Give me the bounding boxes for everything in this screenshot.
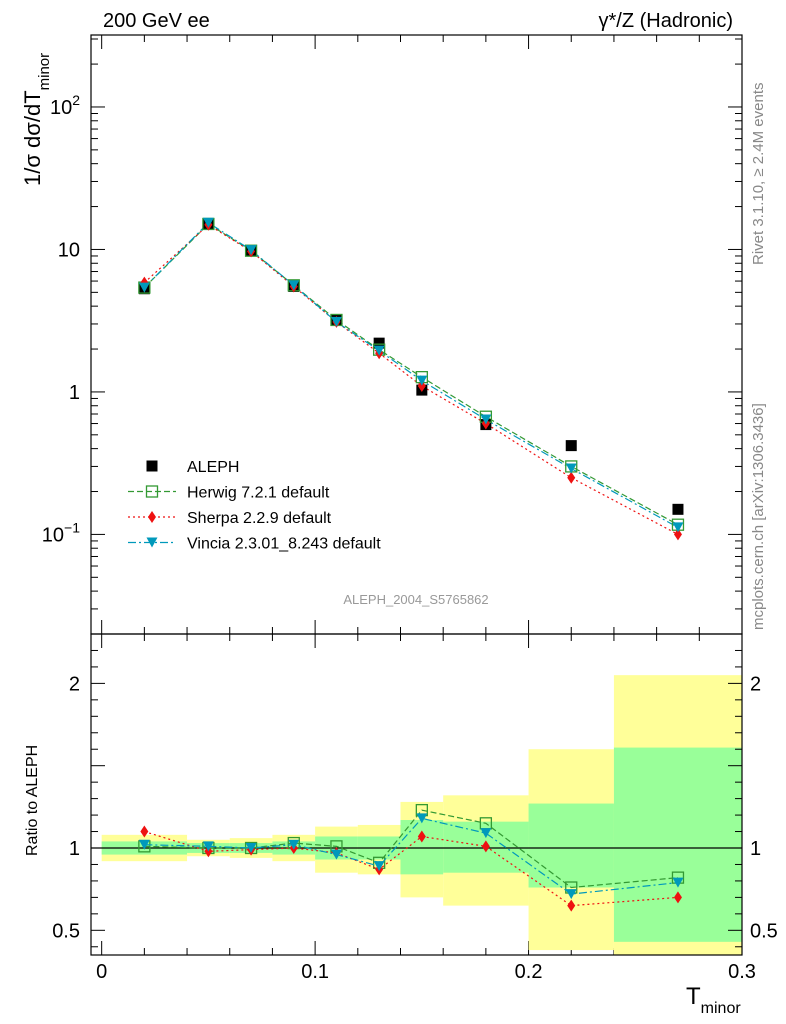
ratio-y-tick-label: 1 [69, 838, 80, 860]
vincia-point [288, 280, 300, 291]
aleph-point [672, 503, 684, 515]
ratio-y-tick-label-right: 1 [750, 838, 761, 860]
ratio-y-tick-label-right: 0.5 [750, 920, 778, 942]
vincia-ratio-point [138, 839, 150, 850]
x-tick-label: 0.2 [515, 961, 543, 983]
legend-vincia-label: Vincia 2.3.01_8.243 default [187, 536, 381, 553]
vincia-point [565, 463, 577, 474]
sherpa-ratio-point [567, 899, 576, 912]
vincia-point [202, 217, 214, 228]
header-right-title: γ*/Z (Hadronic) [599, 10, 733, 32]
vincia-point [330, 316, 342, 327]
stat-uncertainty-band [613, 747, 742, 942]
vincia-ratio-point [373, 861, 385, 872]
y-tick-label: 102 [50, 92, 80, 119]
sherpa-point [417, 380, 426, 393]
sherpa-line [143, 224, 679, 535]
aleph-point [373, 337, 385, 349]
vincia-ratio-line [144, 817, 679, 895]
vincia-point [245, 245, 257, 256]
legend-aleph-marker [146, 460, 158, 472]
vincia-ratio-point [245, 843, 257, 853]
ratio-y-axis-label: Ratio to ALEPH [24, 745, 41, 856]
vincia-line [143, 221, 679, 528]
sherpa-ratio-point [417, 830, 426, 843]
vincia-point [416, 375, 428, 386]
x-axis-label: Tminor [686, 983, 741, 1017]
vincia-ratio-point [480, 828, 492, 839]
legend-herwig-label: Herwig 7.2.1 default [187, 485, 330, 502]
ratio-y-tick-label: 2 [69, 673, 80, 695]
analysis-label: ALEPH_2004_S5765862 [343, 592, 488, 607]
vincia-ratio-point [202, 841, 214, 852]
ratio-y-tick-label-right: 2 [750, 673, 761, 695]
x-tick-label: 0 [96, 961, 107, 983]
x-tick-label: 0.3 [728, 961, 756, 983]
y-tick-label: 10−1 [42, 519, 80, 546]
legend-vincia-marker [146, 537, 158, 548]
sherpa-ratio-point [481, 840, 490, 853]
stat-uncertainty-band [400, 820, 444, 875]
vincia-point [138, 282, 150, 293]
x-tick-label: 0.1 [301, 961, 329, 983]
vincia-ratio-point [672, 877, 684, 888]
vincia-ratio-point [416, 813, 428, 824]
ratio-y-tick-label: 0.5 [52, 920, 80, 942]
ratio-plot-frame [90, 633, 743, 956]
main-y-axis-label: 1/σ dσ/dTminor [20, 53, 53, 186]
herwig-ratio-line [144, 809, 679, 889]
y-tick-label: 1 [69, 382, 80, 404]
y-tick-label: 10 [58, 239, 80, 261]
legend-herwig-marker [145, 485, 159, 498]
legend-aleph-label: ALEPH [187, 459, 239, 476]
sherpa-ratio-line [144, 830, 679, 907]
rivet-version-label: Rivet 3.1.10, ≥ 2.4M events [750, 83, 767, 266]
sherpa-point [673, 528, 682, 541]
legend-sherpa-marker [148, 511, 156, 523]
legend-sherpa-label: Sherpa 2.2.9 default [187, 510, 332, 527]
sherpa-ratio-point [673, 891, 682, 904]
legend: ALEPH Herwig 7.2.1 default Sherpa 2.2.9 de… [128, 459, 381, 553]
vincia-point [480, 414, 492, 425]
vincia-point [672, 522, 684, 533]
aleph-point [565, 440, 577, 452]
main-panel: 10−1 1 10 102 [42, 34, 743, 955]
ratio-panel: 0 0.1 0.2 0.3 0.5 0.5 1 1 2 2 [52, 633, 778, 983]
vincia-ratio-point [330, 849, 342, 860]
mcplots-label: mcplots.cern.ch [arXiv:1306.3436] [750, 403, 767, 630]
sherpa-point [567, 471, 576, 484]
vincia-ratio-point [288, 839, 300, 850]
vincia-ratio-point [565, 889, 577, 900]
herwig-line [143, 223, 679, 526]
header-left-title: 200 GeV ee [103, 10, 210, 32]
sherpa-ratio-point [140, 825, 149, 838]
stat-uncertainty-band [528, 803, 614, 888]
vincia-point [373, 345, 385, 356]
